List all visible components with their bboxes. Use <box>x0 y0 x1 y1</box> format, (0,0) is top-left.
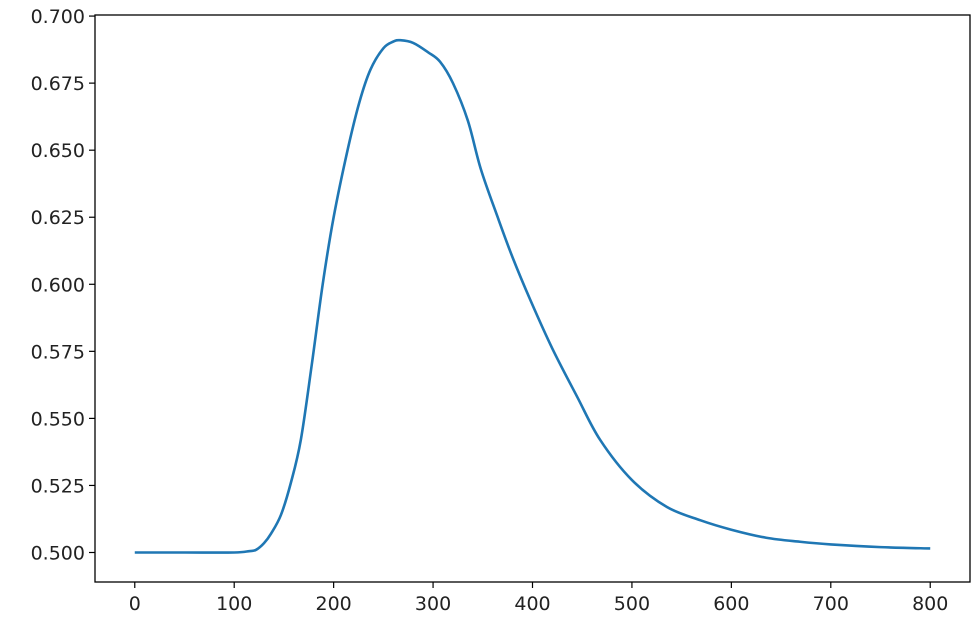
plot-frame <box>94 14 971 583</box>
x-tick-label: 600 <box>713 593 749 615</box>
y-tick-label: 0.625 <box>31 207 85 229</box>
y-tick-label: 0.650 <box>31 140 85 162</box>
x-tick-label: 100 <box>216 593 252 615</box>
y-tick-label: 0.575 <box>31 341 85 363</box>
y-axis: 0.500 0.525 0.550 0.575 0.600 0.625 0.650 0.675… <box>31 6 95 564</box>
x-tick-label: 400 <box>514 593 550 615</box>
x-tick-label: 500 <box>614 593 650 615</box>
x-tick-label: 0 <box>129 593 141 615</box>
y-tick-label: 0.500 <box>31 542 85 564</box>
x-tick-label: 800 <box>912 593 948 615</box>
y-tick-label: 0.550 <box>31 408 85 430</box>
y-tick-label: 0.525 <box>31 475 85 497</box>
x-tick-label: 700 <box>813 593 849 615</box>
series-line <box>134 38 931 554</box>
y-tick-label: 0.600 <box>31 274 85 296</box>
y-tick-label: 0.700 <box>31 6 85 28</box>
x-tick-label: 300 <box>415 593 451 615</box>
y-tick-label: 0.675 <box>31 73 85 95</box>
x-tick-label: 200 <box>316 593 352 615</box>
x-axis: 0 100 200 300 400 500 600 700 800 <box>129 582 948 615</box>
